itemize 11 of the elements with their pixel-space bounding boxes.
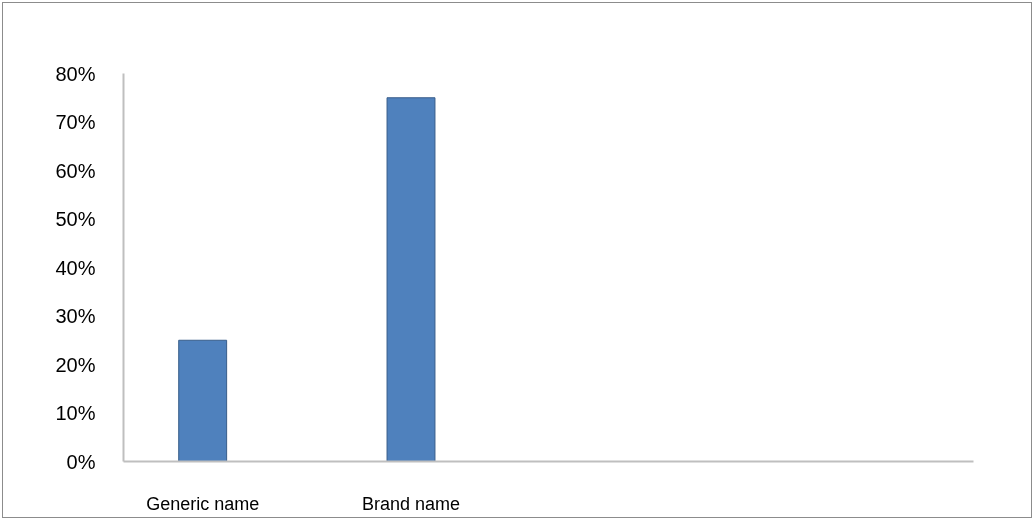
y-tick-label: 50% [55,208,96,230]
y-tick-label: 60% [55,159,96,182]
y-tick-label: 10% [55,402,96,424]
y-tick-label: 40% [55,256,96,279]
y-tick-label: 70% [55,111,96,133]
x-tick-label: Brand name [361,493,461,514]
y-tick-label: 0% [66,450,96,473]
x-tick-label: Generic name [146,493,260,514]
y-tick-label: 80% [55,62,96,85]
y-tick-label: 20% [55,353,96,376]
y-tick-label: 30% [55,305,96,327]
